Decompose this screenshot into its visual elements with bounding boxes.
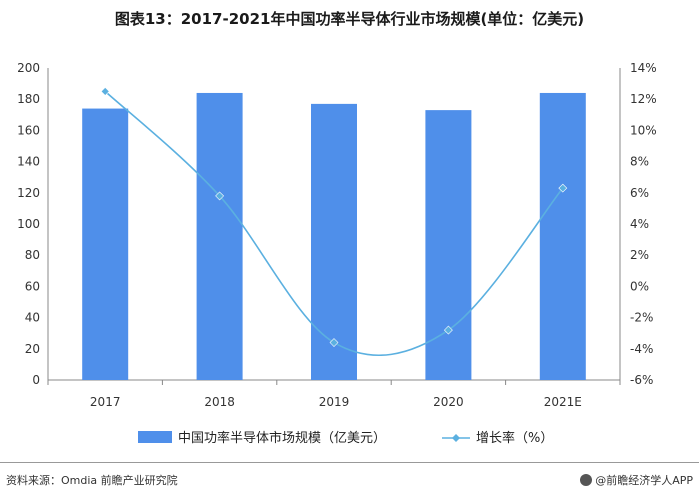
bar xyxy=(539,92,586,381)
y-right-tick-label: -2% xyxy=(630,311,653,325)
y-left-tick-label: 60 xyxy=(25,279,40,293)
brand-text: @前瞻经济学人APP xyxy=(595,474,693,487)
y-right-tick-label: 2% xyxy=(630,248,649,262)
y-right-tick-label: 10% xyxy=(630,123,657,137)
x-tick-label: 2019 xyxy=(319,395,350,409)
growth-rate-point xyxy=(215,191,225,201)
y-right-tick-label: 12% xyxy=(630,92,657,106)
bar xyxy=(196,92,243,381)
legend-bar-swatch xyxy=(138,431,172,443)
bar xyxy=(82,108,129,380)
chart-title: 图表13：2017-2021年中国功率半导体行业市场规模(单位：亿美元) xyxy=(114,10,585,28)
bar xyxy=(311,103,357,380)
growth-rate-point xyxy=(329,338,339,347)
y-left-tick-label: 80 xyxy=(25,248,40,262)
legend-line-marker xyxy=(452,434,460,442)
brand-credit: @前瞻经济学人APP xyxy=(580,472,693,488)
y-right-tick-label: 6% xyxy=(630,186,649,200)
brand-logo-icon xyxy=(580,474,593,486)
y-right-tick-label: 0% xyxy=(630,279,649,293)
y-right-tick-label: 4% xyxy=(630,217,649,231)
footer-divider xyxy=(0,462,699,463)
y-left-tick-label: 40 xyxy=(25,311,40,325)
growth-rate-point xyxy=(558,183,568,193)
y-right-tick-label: -4% xyxy=(630,342,653,356)
y-right-tick-label: 14% xyxy=(630,61,657,75)
x-tick-label: 2020 xyxy=(433,395,464,409)
y-left-tick-label: 180 xyxy=(17,92,40,106)
growth-rate-point xyxy=(443,325,453,335)
y-left-tick-label: 0 xyxy=(32,373,40,387)
legend-line-label: 增长率（%） xyxy=(476,430,553,446)
y-left-tick-label: 200 xyxy=(17,61,40,75)
x-tick-label: 2017 xyxy=(90,395,121,409)
growth-rate-point xyxy=(100,86,110,96)
y-left-tick-label: 100 xyxy=(17,217,40,231)
y-right-tick-label: 8% xyxy=(630,155,649,169)
legend-bar-label: 中国功率半导体市场规模（亿美元） xyxy=(178,430,386,446)
y-left-tick-label: 120 xyxy=(17,186,40,200)
bar xyxy=(425,110,472,381)
y-left-tick-label: 140 xyxy=(17,155,40,169)
y-left-tick-label: 20 xyxy=(25,342,40,356)
y-left-tick-label: 160 xyxy=(17,123,40,137)
x-tick-label: 2018 xyxy=(204,395,235,409)
x-tick-label: 2021E xyxy=(544,395,582,409)
y-right-tick-label: -6% xyxy=(630,373,653,387)
source-note: 资料来源：Omdia 前瞻产业研究院 xyxy=(6,474,178,487)
